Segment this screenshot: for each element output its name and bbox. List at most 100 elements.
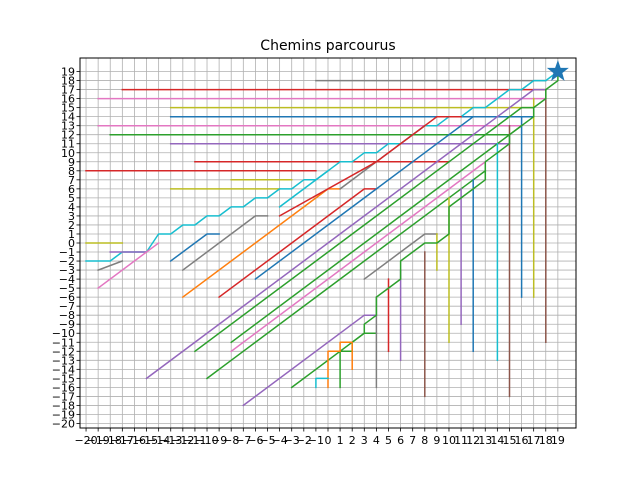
y-tick-label: 13 (61, 120, 75, 133)
y-tick-label: −1 (59, 246, 75, 259)
path-line-18 (181, 215, 269, 272)
path-line-20 (218, 188, 378, 299)
path-line-25 (145, 88, 547, 380)
x-tick-label: 19 (551, 434, 565, 447)
x-tick-label: 8 (421, 434, 428, 447)
y-tick-label: −16 (52, 381, 75, 394)
y-tick-label: −11 (52, 336, 75, 349)
x-tick-label: −8 (223, 434, 239, 447)
path-line-21 (254, 115, 487, 281)
x-tick-label: 16 (515, 434, 529, 447)
y-tick-label: 11 (61, 138, 75, 151)
path-line-16 (97, 241, 160, 290)
x-tick-label: −12 (171, 434, 194, 447)
y-tick-label: 15 (61, 102, 75, 115)
x-tick-label: 10 (442, 434, 456, 447)
x-tick-label: 7 (409, 434, 416, 447)
y-tick-label: 2 (68, 219, 75, 232)
y-tick-label: 1 (68, 228, 75, 241)
plot-area (79, 57, 577, 429)
x-tick-label: −5 (259, 434, 275, 447)
y-tick-label: −5 (59, 282, 75, 295)
y-tick-label: −9 (59, 318, 75, 331)
x-tick-label: 5 (385, 434, 392, 447)
series-layer (85, 70, 559, 407)
y-tick-label: 16 (61, 93, 75, 106)
y-tick-label: −7 (59, 300, 75, 313)
y-tick-label: −10 (52, 327, 75, 340)
y-tick-label: 7 (68, 174, 75, 187)
y-tick-label: 17 (61, 84, 75, 97)
y-tick-label: 12 (61, 129, 75, 142)
path-line-23 (278, 115, 462, 217)
x-tick-label: −19 (87, 434, 110, 447)
x-tick-label: −16 (123, 434, 146, 447)
x-tick-label: −14 (147, 434, 170, 447)
y-tick-label: 5 (68, 192, 75, 205)
chart-title: Chemins parcourus (260, 38, 395, 54)
y-tick-label: −8 (59, 309, 75, 322)
y-tick-label: −6 (59, 291, 75, 304)
y-tick-label: −19 (52, 408, 75, 421)
path-line-30 (363, 233, 438, 281)
path-line-29 (205, 169, 487, 380)
x-tick-label: −11 (183, 434, 206, 447)
y-tick-label: −2 (59, 255, 75, 268)
y-tick-label: −4 (59, 273, 75, 286)
x-tick-label: 0 (325, 434, 332, 447)
y-tick-label: −14 (52, 363, 75, 376)
x-tick-label: 17 (527, 434, 541, 447)
x-tick-label: 2 (349, 434, 356, 447)
x-tick-label: −15 (135, 434, 158, 447)
x-tick-label: 3 (361, 434, 368, 447)
y-tick-label: −20 (52, 417, 75, 430)
y-tick-label: −15 (52, 372, 75, 385)
x-tick-label: −3 (284, 434, 300, 447)
x-tick-label: −20 (74, 434, 97, 447)
path-line-46 (339, 70, 559, 389)
path-line-48 (315, 377, 329, 389)
path-line-12 (85, 70, 559, 262)
y-tick-label: −13 (52, 354, 75, 367)
x-tick-label: 9 (433, 434, 440, 447)
y-tick-label: 6 (68, 183, 75, 196)
x-tick-label: −18 (99, 434, 122, 447)
x-tick-label: 15 (502, 434, 516, 447)
path-line-17 (169, 233, 220, 263)
x-tick-label: −17 (111, 434, 134, 447)
x-tick-label: 4 (373, 434, 380, 447)
y-tick-label: −3 (59, 264, 75, 277)
target-star-marker (546, 59, 569, 81)
x-tick-label: 12 (466, 434, 480, 447)
x-tick-label: −6 (247, 434, 263, 447)
x-tick-label: 13 (478, 434, 492, 447)
y-tick-label: −12 (52, 345, 75, 358)
marker-layer (546, 59, 569, 81)
x-tick-label: 14 (490, 434, 504, 447)
y-tick-label: 18 (61, 75, 75, 88)
y-tick-label: 19 (61, 66, 75, 79)
y-tick-label: 3 (68, 210, 75, 223)
x-tick-label: 6 (397, 434, 404, 447)
path-line-32 (242, 314, 378, 407)
y-axis: −20−19−18−17−16−15−14−13−12−11−10−9−8−7−… (52, 66, 80, 430)
x-tick-label: −7 (235, 434, 251, 447)
path-line-47 (327, 341, 353, 389)
x-tick-label: −9 (211, 434, 227, 447)
x-tick-label: 11 (454, 434, 468, 447)
x-tick-label: −4 (272, 434, 288, 447)
path-line-28 (230, 160, 487, 353)
y-tick-label: −17 (52, 390, 75, 403)
x-tick-label: 18 (539, 434, 553, 447)
y-tick-label: 8 (68, 165, 75, 178)
path-line-26 (193, 106, 535, 353)
x-tick-label: 1 (337, 434, 344, 447)
path-line-24 (278, 169, 330, 208)
x-tick-label: −1 (308, 434, 324, 447)
y-tick-label: 14 (61, 111, 75, 124)
y-tick-label: 9 (68, 156, 75, 169)
y-tick-label: 10 (61, 147, 75, 160)
x-tick-label: −10 (195, 434, 218, 447)
y-tick-label: 4 (68, 201, 75, 214)
x-tick-label: −13 (159, 434, 182, 447)
